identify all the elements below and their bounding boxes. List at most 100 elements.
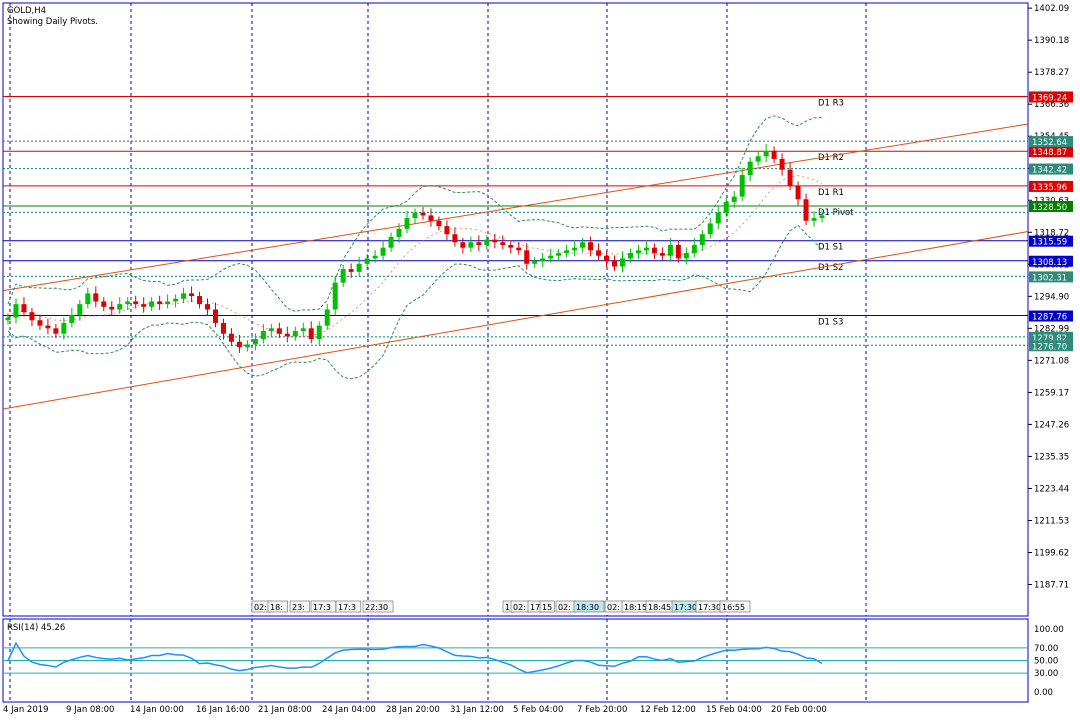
x-tick-label: 14 Jan 00:00 [130,705,184,715]
candle-body [627,253,633,259]
y-tick-label: 1282.99 [1034,324,1069,334]
pivot-label: D1 S3 [818,318,843,328]
candle-body [5,317,11,321]
candles [5,143,825,354]
pivot-price-badge [1029,200,1073,212]
main-plot-frame [2,2,1029,617]
rsi-tick-label: 70.00 [1034,644,1058,654]
news-marker[interactable] [362,600,394,613]
candle-body [189,293,195,297]
candle-body [348,269,354,272]
x-tick-label: 31 Jan 12:00 [450,705,504,715]
candle-body [45,325,51,329]
rsi-levels [3,647,1028,674]
pivot-price-badge-text: 1369.24 [1032,93,1067,103]
candle-body [516,247,522,251]
y-tick-label: 1271.08 [1034,356,1069,366]
y-tick-label: 1211.53 [1034,516,1069,526]
level-price-badge [1029,271,1073,283]
y-tick-label: 1390.18 [1034,36,1069,46]
candle-body [13,304,19,318]
candle-body [101,301,107,307]
candle-body [747,161,753,176]
news-marker[interactable] [289,600,310,613]
candle-body [420,212,426,216]
candle-body [396,228,402,237]
candle-body [316,325,322,340]
candle-body [212,309,218,323]
candle-body [715,212,721,224]
y-tick-label: 1402.09 [1034,4,1069,14]
candle-body [683,253,689,259]
pivot-label: D1 Pivot [818,208,854,218]
candle-body [380,247,386,256]
channel-lower [2,231,1029,410]
level-price-badge-text: 1342.42 [1032,166,1067,176]
candle-body [651,247,657,254]
y-tick-label: 1223.44 [1034,484,1069,494]
news-marker[interactable] [719,600,751,613]
candle-body [803,199,809,221]
pivot-price-badge [1029,91,1073,103]
rsi-tick-label: 0.00 [1034,688,1053,698]
chart-subtitle: Showing Daily Pivots. [7,17,98,27]
candle-body [492,239,498,243]
news-marker-text: 02: [607,603,620,612]
candle-body [452,234,458,243]
candle-body [428,215,434,221]
candle-body [588,242,594,251]
pivot-price-badge [1029,180,1073,192]
candle-body [125,301,131,305]
rsi-line [7,641,823,674]
candle-body [580,242,586,248]
level-price-badge-text: 1352.64 [1032,138,1067,148]
candle-body [763,150,769,157]
pivot-price-badge [1029,146,1073,158]
y-tick-label: 1366.36 [1034,100,1069,110]
candle-body [173,298,179,302]
candle-body [149,301,155,307]
candle-body [364,258,370,264]
level-price-badge [1029,340,1073,352]
news-marker-text: 17:3 [338,603,356,612]
x-axis-ticks: 4 Jan 2019 9 Jan 08:00 14 Jan 00:00 16 Jan … [3,705,827,715]
candle-body [165,301,171,305]
x-tick-label: 4 Jan 2019 [3,705,49,715]
y-tick-label: 1318.72 [1034,228,1069,238]
level-price-badge-text: 1276.70 [1032,342,1067,352]
x-tick-label: 7 Feb 20:00 [577,705,627,715]
price-badges: 1369.24 1348.87 1335.96 1328.50 1315.59 1308.… [1029,91,1073,352]
candle-body [292,331,298,337]
candle-body [205,304,211,310]
x-tick-label: 24 Jan 04:00 [322,705,376,715]
x-tick-label: 21 Jan 08:00 [258,705,312,715]
news-marker[interactable] [267,600,288,613]
candle-body [819,215,825,219]
y-tick-label: 1247.26 [1034,420,1069,430]
news-marker-text: 17:3 [313,603,331,612]
news-marker-text: 22:30 [365,603,388,612]
news-marker-text: 17:30 [674,603,697,612]
x-tick-label: 28 Jan 20:00 [386,705,440,715]
pivot-label: D1 R1 [818,188,844,198]
news-marker[interactable] [335,600,362,613]
level-price-badge [1029,163,1073,175]
news-marker[interactable] [539,600,555,613]
x-tick-label: 5 Feb 04:00 [513,705,563,715]
candle-body [93,293,99,302]
x-tick-label: 20 Feb 00:00 [771,705,827,715]
candle-body [731,196,737,202]
candle-body [460,242,466,248]
candle-body [85,293,91,305]
pivot-label: D1 R2 [818,153,844,163]
rsi-axis-ticks: 100.00 70.00 50.00 30.00 0.00 [1034,625,1064,698]
candle-body [332,282,338,310]
news-marker-text: 02: [558,603,571,612]
news-marker-text: 1 [505,603,510,612]
x-tick-label: 9 Jan 08:00 [66,705,114,715]
news-marker[interactable] [573,600,605,613]
candle-body [707,223,713,235]
candle-body [612,261,618,267]
candle-body [29,312,35,321]
news-marker-text: 02: [513,603,526,612]
